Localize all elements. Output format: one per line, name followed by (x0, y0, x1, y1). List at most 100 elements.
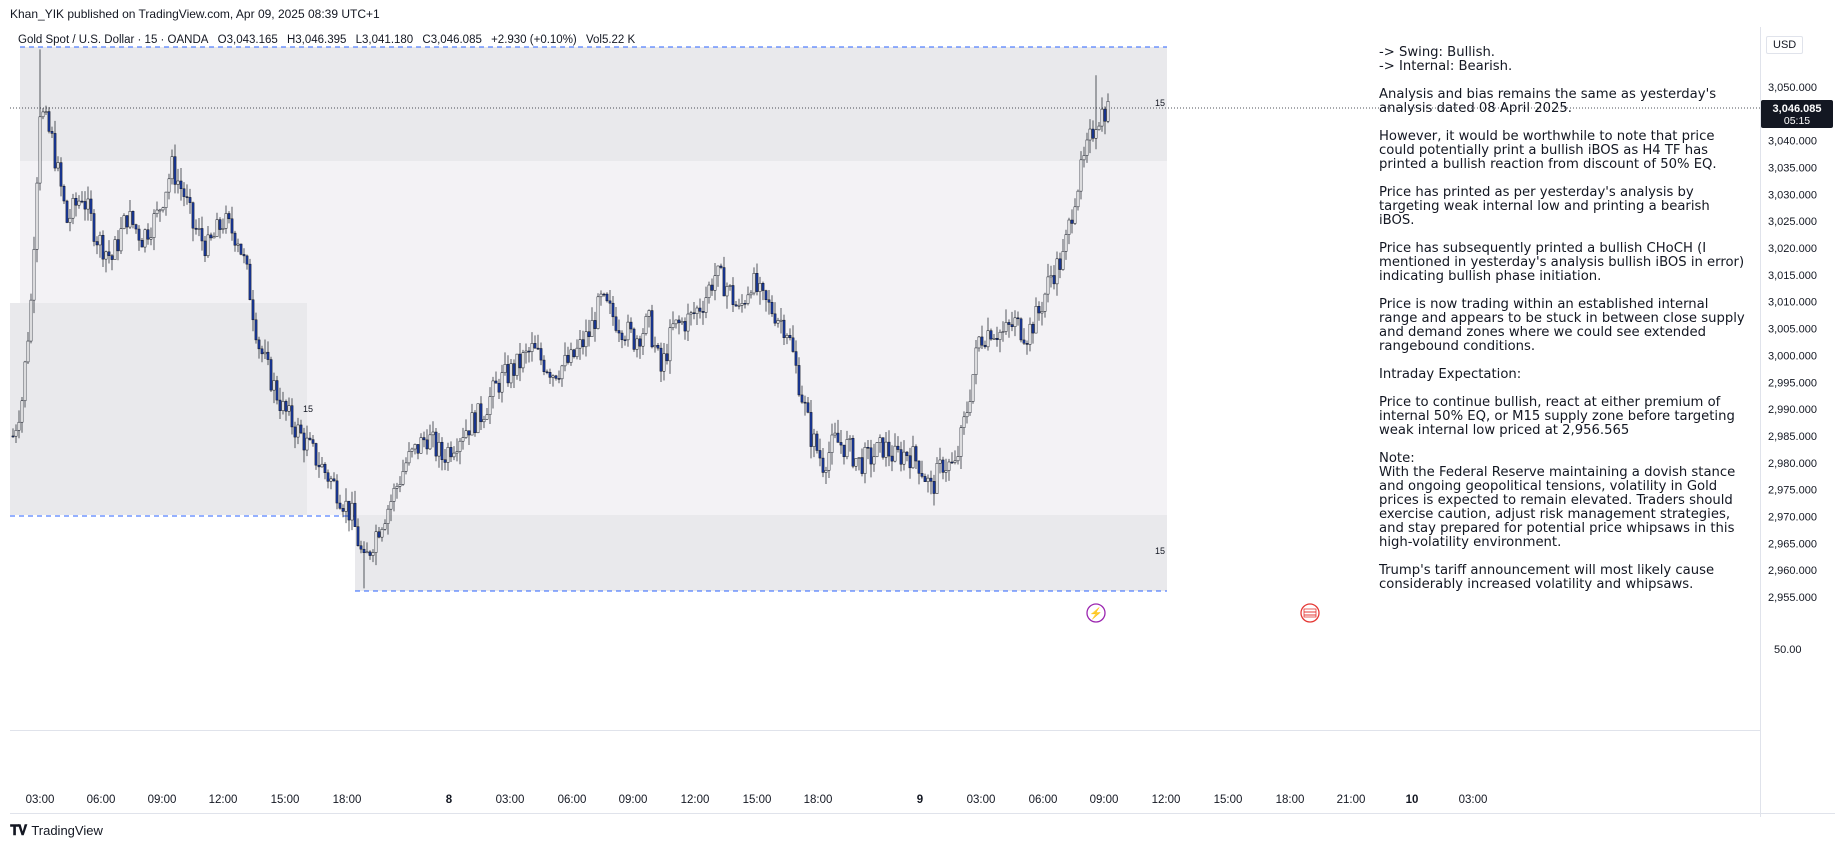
last-price-badge[interactable] (1761, 100, 1833, 129)
candle-body (662, 353, 666, 372)
currency-button[interactable]: USD (1766, 36, 1804, 54)
candle-body (737, 305, 741, 307)
demand-zone-left[interactable] (10, 303, 307, 515)
candle-body (821, 457, 825, 473)
symbol-name[interactable]: Gold Spot / U.S. Dollar · 15 · OANDA (18, 34, 209, 46)
candle-body (62, 185, 66, 202)
candle-body (650, 310, 654, 348)
candle-body (209, 234, 213, 239)
candle-body (281, 401, 285, 411)
candle-body (1043, 293, 1047, 312)
candle-body (701, 311, 705, 313)
candle-body (605, 293, 609, 302)
candle-body (398, 484, 402, 487)
candle-body (851, 438, 855, 467)
candle-body (464, 430, 468, 438)
candle-body (899, 449, 903, 465)
candle-body (1034, 305, 1038, 334)
candle-body (959, 427, 963, 457)
candle-body (263, 351, 267, 355)
time-axis[interactable]: 03:00 06:00 09:00 12:00 15:00 18:00 8 03:00 06:0… (10, 785, 1760, 815)
candle-body (71, 198, 75, 219)
candle-body (311, 439, 315, 444)
candle-body (710, 284, 714, 291)
candle-body (107, 251, 111, 256)
candle-body (224, 213, 228, 229)
time-tick-label: 09:00 (1090, 794, 1119, 806)
price-chart[interactable]: 15 15 15 ⚡ (10, 27, 1760, 730)
candle-body (770, 302, 774, 315)
candle-body (1019, 318, 1023, 341)
candle-body (509, 363, 513, 384)
candles[interactable] (11, 49, 1110, 589)
candle-body (122, 215, 126, 229)
pane-divider[interactable] (10, 730, 1760, 731)
candle-body (749, 292, 753, 296)
candle-body (950, 461, 954, 464)
candle-body (965, 412, 969, 418)
candle-body (677, 319, 681, 324)
candle-body (845, 439, 849, 458)
candle-body (164, 191, 168, 208)
candle-body (755, 273, 759, 292)
candle-body (971, 374, 975, 402)
lightning-icon[interactable] (1086, 603, 1106, 623)
candle-body (884, 441, 888, 458)
supply-zone[interactable] (20, 47, 1167, 161)
candle-body (182, 188, 186, 197)
candle-body (1100, 108, 1104, 127)
price-tick-label: 3,020.000 (1768, 243, 1817, 255)
candle-body (539, 348, 543, 361)
candle-body (989, 330, 993, 340)
candle-body (482, 419, 486, 423)
candle-body (581, 339, 585, 348)
volume-tick-label: 50.00 (1774, 644, 1802, 656)
candle-body (806, 402, 810, 413)
note-target: Price has printed as per yesterday's ana… (1379, 185, 1710, 228)
price-tick-label: 3,005.000 (1768, 324, 1817, 336)
candle-body (524, 350, 528, 353)
candle-body (1076, 190, 1080, 208)
time-tick-label: 18:00 (1276, 794, 1305, 806)
candle-body (488, 396, 492, 415)
footer-brand[interactable]: 𝐓𝐕 TradingView (10, 822, 103, 839)
candle-body (872, 456, 876, 465)
candle-body (917, 460, 921, 474)
candle-body (275, 380, 279, 401)
candle-body (1085, 139, 1089, 156)
candle-body (443, 459, 447, 463)
candle-body (920, 473, 924, 477)
candle-body (1106, 101, 1110, 122)
note-range: Price is now trading within an establish… (1379, 297, 1745, 354)
candle-body (11, 435, 15, 438)
demand-zone[interactable] (355, 515, 1167, 591)
candle-body (221, 228, 225, 230)
candle-body (155, 209, 159, 214)
candle-body (491, 380, 495, 397)
candle-body (653, 344, 657, 348)
candle-body (53, 133, 57, 169)
candle-body (329, 478, 333, 482)
candle-body (101, 234, 105, 260)
time-tick-label: 15:00 (271, 794, 300, 806)
candle-body (800, 394, 804, 403)
candle-body (98, 234, 102, 246)
candle-body (29, 299, 33, 342)
candle-body (383, 523, 387, 530)
candle-body (740, 303, 744, 306)
candle-body (1028, 323, 1032, 345)
candle-body (731, 285, 735, 305)
candle-body (407, 451, 411, 464)
candle-body (980, 336, 984, 346)
candle-body (893, 445, 897, 462)
candle-body (722, 267, 726, 297)
candle-body (296, 424, 300, 438)
time-tick-label: 03:00 (1459, 794, 1488, 806)
candle-body (389, 501, 393, 510)
note-fed: With the Federal Reserve maintaining a d… (1379, 465, 1736, 550)
price-tick-label: 2,955.000 (1768, 592, 1817, 604)
price-axis[interactable]: 3,050.0003,045.0003,040.0003,035.0003,03… (1760, 27, 1835, 817)
candle-body (458, 440, 462, 452)
candle-body (812, 433, 816, 447)
candle-body (911, 446, 915, 469)
